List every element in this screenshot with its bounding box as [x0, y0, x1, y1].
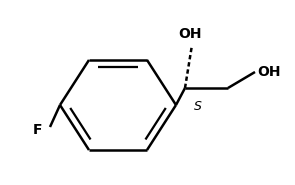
Text: OH: OH [257, 65, 281, 79]
Text: S: S [194, 100, 202, 113]
Text: F: F [32, 123, 42, 137]
Text: OH: OH [178, 27, 202, 41]
